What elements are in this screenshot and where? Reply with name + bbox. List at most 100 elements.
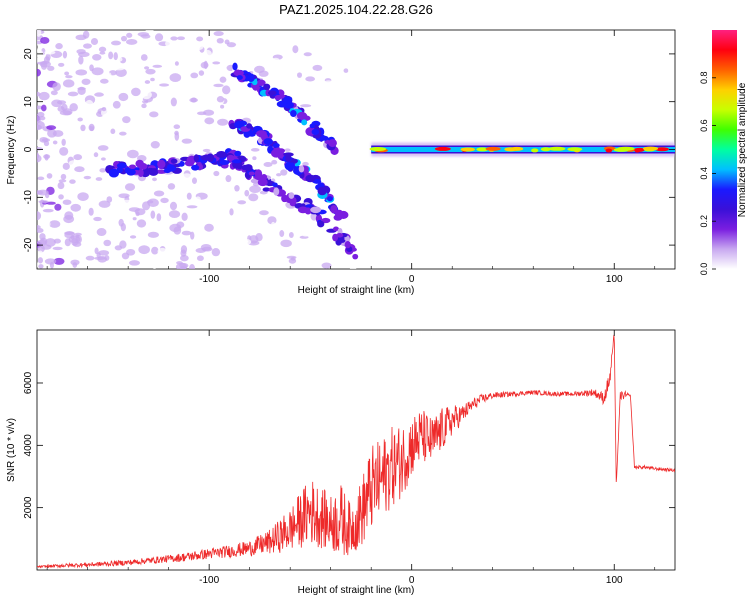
spectral-speckle	[195, 196, 201, 202]
spectral-speckle	[222, 85, 231, 95]
y-tick-label: 0	[23, 146, 34, 152]
spectral-speckle	[104, 114, 116, 119]
spectral-speckle	[198, 70, 205, 76]
spectral-blob-central-band	[193, 154, 200, 163]
spectral-speckle	[88, 207, 94, 216]
spectral-speckle	[330, 88, 343, 97]
spectral-speckle	[64, 211, 74, 220]
spectral-speckle	[126, 248, 136, 256]
spectral-speckle	[46, 173, 53, 179]
spectral-speckle	[238, 234, 245, 239]
spectral-speckle	[200, 61, 209, 69]
spectral-speckle	[37, 250, 43, 256]
spectral-speckle	[95, 177, 103, 181]
spectral-speckle	[47, 65, 55, 71]
spectral-speckle	[58, 62, 65, 67]
spectral-blob-upper-branch	[328, 139, 337, 148]
spectral-speckle	[257, 200, 269, 209]
spectral-speckle	[180, 254, 189, 262]
spectral-speckle	[70, 259, 80, 266]
main-line-peak	[617, 146, 635, 151]
spectral-speckle	[49, 220, 61, 228]
spectral-speckle	[145, 68, 156, 75]
spectral-blob-upper-branch	[311, 128, 320, 136]
spectral-speckle	[217, 118, 229, 126]
spectral-speckle	[226, 42, 237, 48]
spectral-speckle	[220, 104, 225, 109]
spectral-speckle	[189, 97, 198, 103]
colorbar-tick-label: 0.4	[699, 167, 709, 180]
spectral-speckle	[229, 182, 234, 192]
spectral-speckle	[304, 152, 312, 159]
spectral-speckle	[94, 247, 99, 255]
spectral-speckle	[357, 84, 363, 89]
spectral-speckle	[170, 36, 178, 41]
spectral-speckle	[200, 243, 212, 251]
spectral-speckle	[213, 83, 224, 88]
y-tick-label: 20	[23, 48, 34, 60]
spectral-speckle	[104, 255, 110, 261]
spectral-speckle	[250, 147, 260, 152]
spectral-blob-central-band	[157, 159, 166, 169]
spectral-speckle	[134, 67, 140, 72]
spectral-speckle	[121, 199, 132, 204]
spectral-speckle	[263, 162, 273, 167]
spectral-speckle	[263, 30, 276, 36]
spectral-speckle	[317, 246, 330, 255]
colorbar-tick-label: 0.8	[699, 72, 709, 85]
main-line-core	[371, 147, 675, 152]
spectral-speckle	[216, 96, 225, 103]
spectral-blob-mid-branch	[303, 168, 309, 175]
spectral-speckle	[186, 205, 198, 209]
spectral-speckle	[239, 150, 248, 154]
spectral-speckle	[41, 138, 51, 142]
spectral-speckle	[244, 189, 250, 197]
spectral-speckle	[347, 114, 356, 119]
spectral-speckle	[356, 130, 361, 137]
spectral-speckle	[276, 173, 282, 177]
spectral-speckle	[350, 148, 356, 154]
spectral-speckle	[131, 87, 141, 97]
colorbar-label: Normalized spectral amplitude	[737, 82, 748, 217]
spectral-blob-lower-branch	[352, 253, 359, 260]
spectral-speckle	[194, 42, 204, 51]
spectral-speckle	[300, 104, 312, 108]
spectral-speckle	[37, 115, 41, 124]
spectral-speckle	[126, 149, 139, 159]
spectral-speckle	[298, 187, 303, 196]
spectral-speckle	[65, 61, 70, 70]
spectral-speckle	[259, 210, 269, 216]
spectral-speckle	[150, 141, 160, 149]
x-tick-label: 100	[606, 274, 623, 285]
spectral-speckle	[58, 179, 67, 183]
spectral-speckle	[151, 262, 158, 269]
spectral-speckle	[203, 49, 213, 59]
spectral-speckle	[299, 88, 310, 95]
spectral-speckle	[193, 106, 205, 112]
spectral-speckle	[173, 226, 182, 235]
spectral-speckle	[202, 148, 211, 153]
spectral-speckle	[126, 32, 133, 38]
spectral-speckle	[127, 124, 135, 133]
spectral-speckle	[37, 68, 41, 77]
spectral-speckle	[176, 113, 183, 118]
spectral-blob-mid-branch	[317, 186, 327, 196]
spectral-blob-central-band	[216, 151, 227, 158]
snr-panel: -100 0 100 2000 4000 6000 Height of straight …	[6, 329, 676, 596]
spectral-speckle	[65, 75, 73, 79]
spectral-speckle	[174, 61, 179, 66]
spectral-speckle	[186, 192, 192, 200]
spectral-speckle	[325, 61, 330, 71]
spectral-speckle	[321, 262, 332, 269]
spectral-speckle	[242, 239, 252, 245]
spectral-blob-mid-branch	[312, 179, 322, 184]
spectral-speckle	[310, 70, 318, 75]
spectral-speckle	[344, 88, 352, 94]
spectral-blob-upper-branch	[267, 90, 277, 96]
spectral-speckle	[41, 104, 47, 112]
spectral-speckle	[342, 152, 352, 161]
spectral-speckle	[252, 182, 260, 187]
spectral-speckle	[46, 125, 57, 130]
spectral-speckle	[271, 47, 277, 54]
